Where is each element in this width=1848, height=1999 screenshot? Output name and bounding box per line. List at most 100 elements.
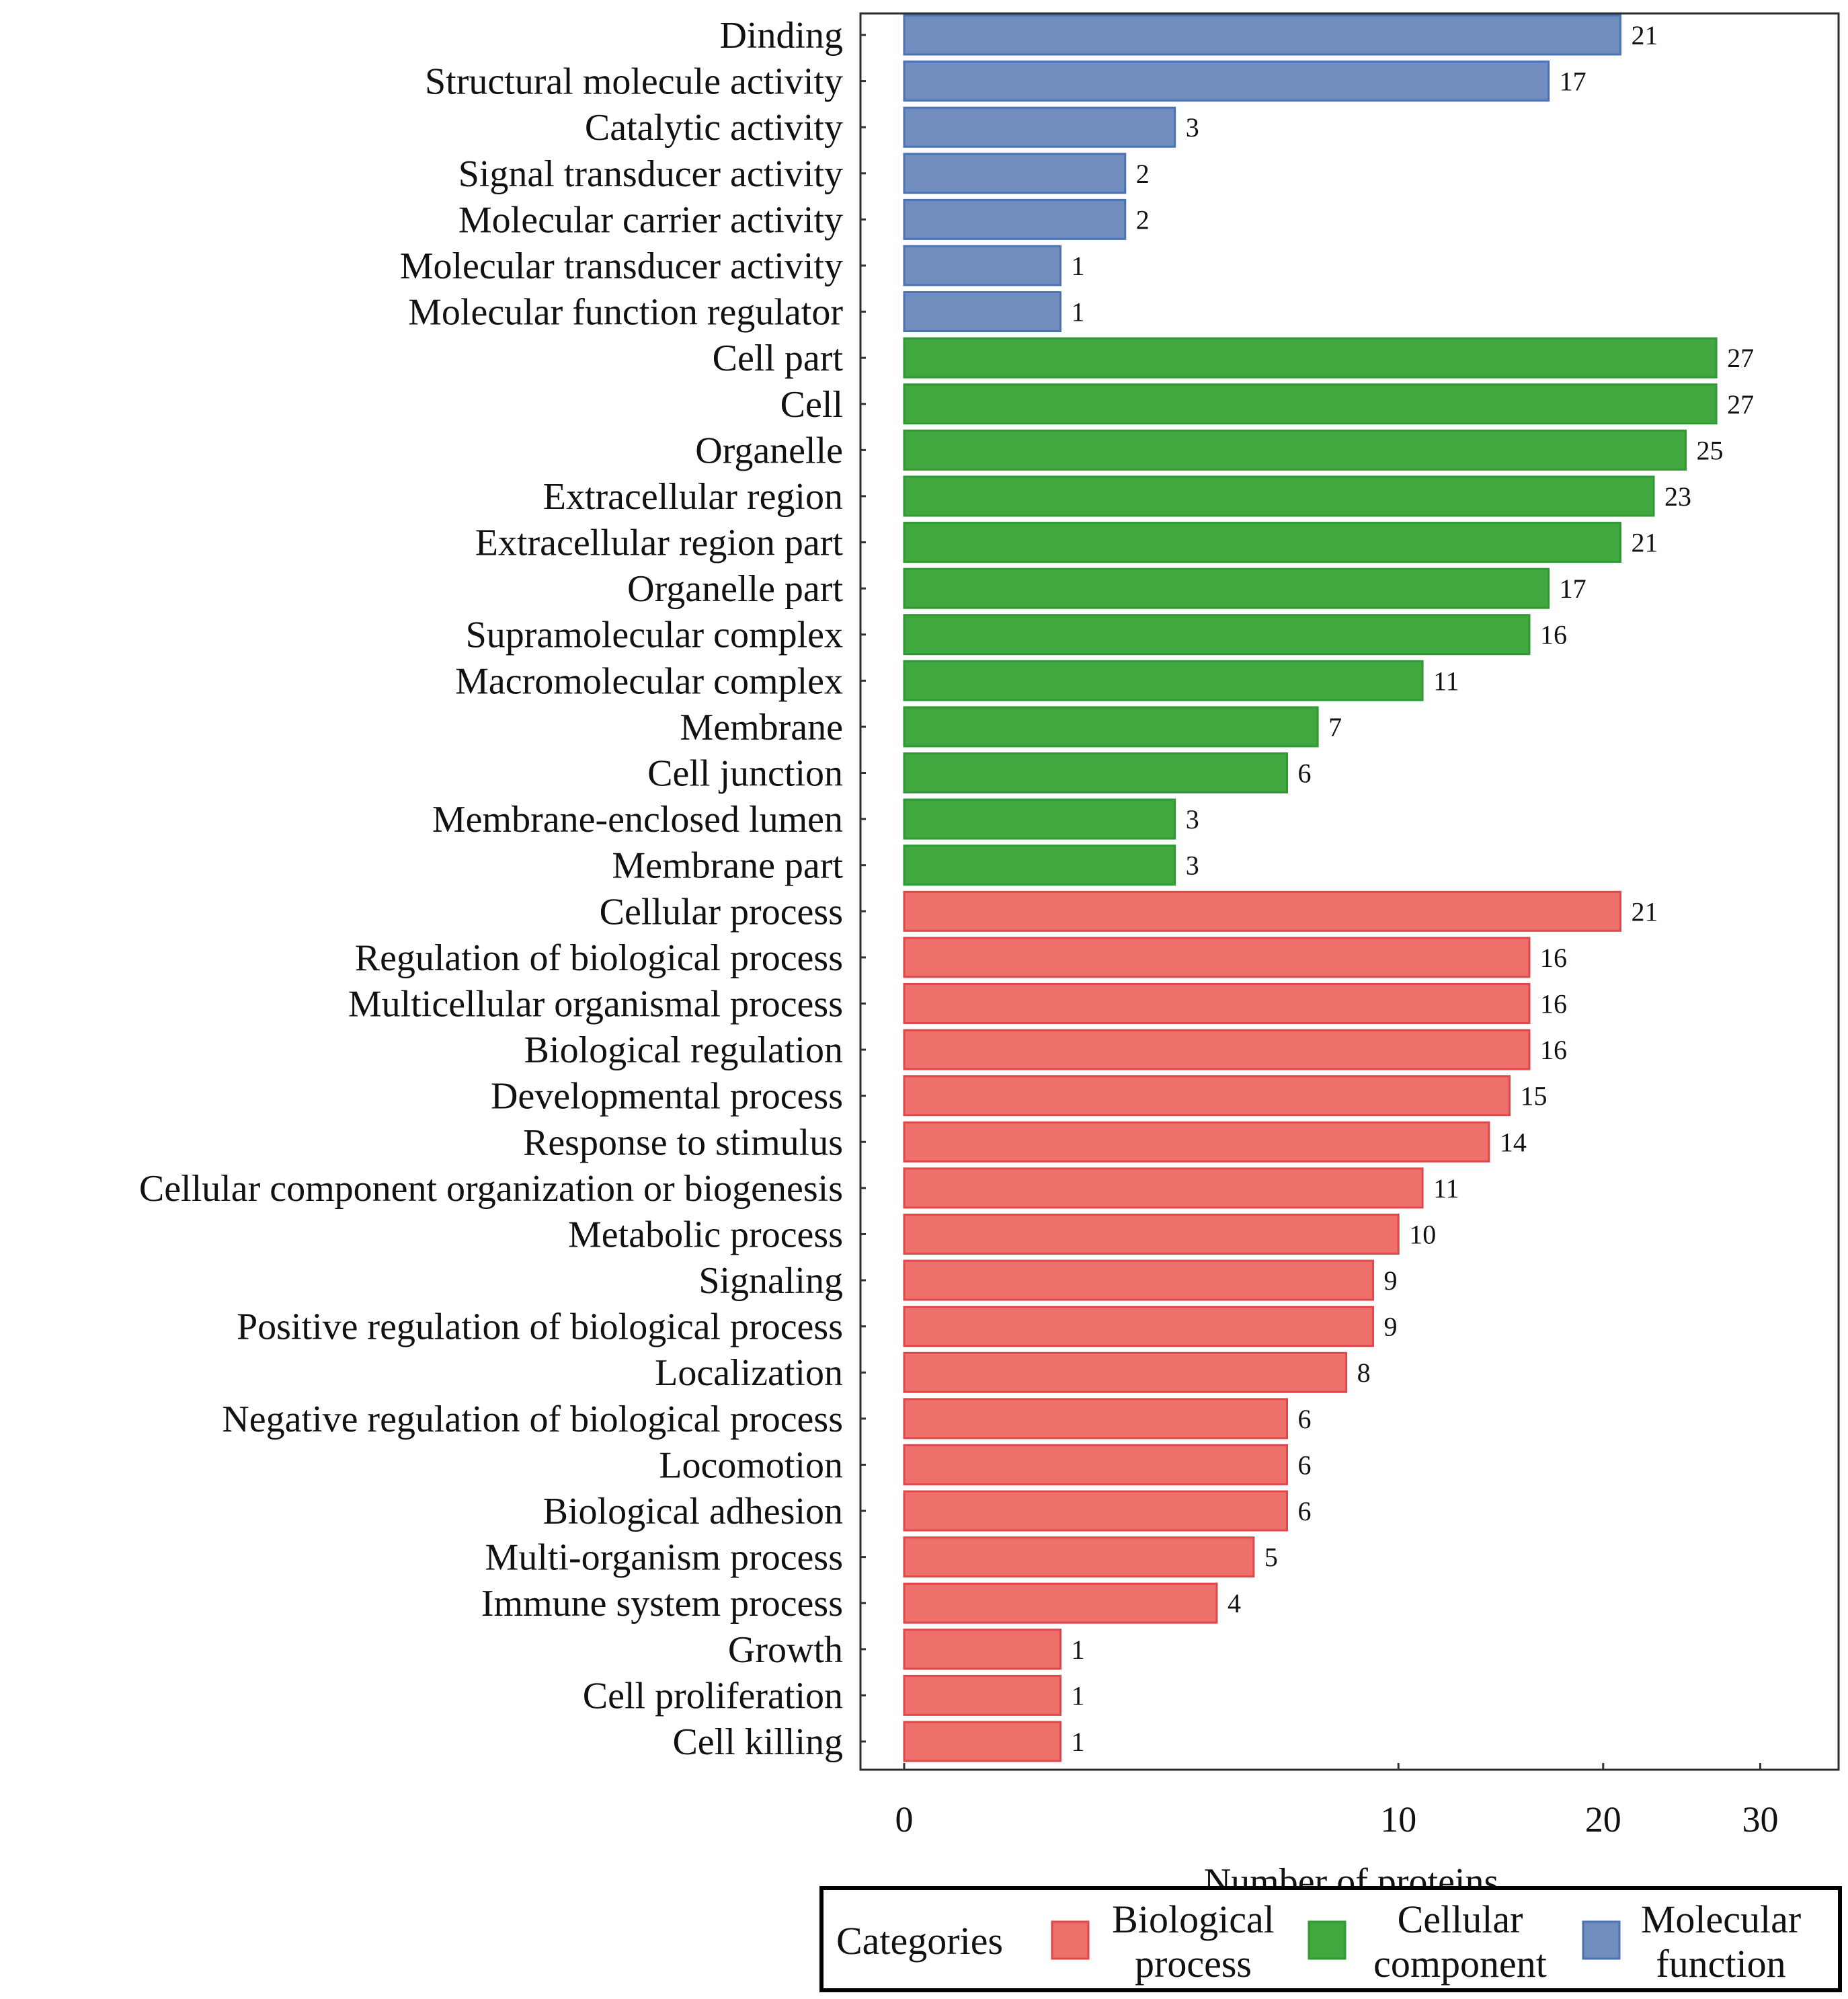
category-label: Structural molecule activity bbox=[425, 61, 843, 103]
bar-bp bbox=[903, 1536, 1255, 1578]
bar-bp bbox=[903, 1075, 1511, 1117]
value-label: 27 bbox=[1727, 343, 1754, 373]
value-label: 25 bbox=[1697, 435, 1724, 465]
legend-label-cc: component bbox=[1373, 1942, 1547, 1986]
bar-bp bbox=[903, 937, 1531, 978]
category-label: Organelle bbox=[695, 430, 843, 471]
category-label: Developmental process bbox=[491, 1076, 843, 1118]
x-tick-label: 20 bbox=[1585, 1799, 1621, 1840]
value-label: 7 bbox=[1328, 712, 1342, 742]
bars-group bbox=[903, 14, 1718, 1762]
category-label: Supramolecular complex bbox=[466, 615, 843, 656]
legend-swatch-cc bbox=[1308, 1920, 1347, 1960]
bar-cc bbox=[903, 429, 1687, 471]
bar-cc bbox=[903, 706, 1319, 748]
legend-swatch-bp bbox=[1051, 1920, 1090, 1960]
value-label: 5 bbox=[1264, 1542, 1278, 1573]
category-label: Localization bbox=[655, 1352, 843, 1394]
legend-swatch-mf bbox=[1582, 1920, 1621, 1960]
bar-bp bbox=[903, 1351, 1348, 1393]
bar-bp bbox=[903, 1306, 1374, 1347]
category-label: Signaling bbox=[698, 1260, 843, 1302]
bar-bp bbox=[903, 1167, 1424, 1209]
legend-label-mf: Molecular bbox=[1641, 1897, 1801, 1941]
legend-label-mf: function bbox=[1656, 1942, 1785, 1986]
category-label: Membrane part bbox=[612, 845, 843, 887]
bar-bp bbox=[903, 1213, 1400, 1255]
bar-cc bbox=[903, 337, 1718, 379]
bar-cc bbox=[903, 567, 1550, 609]
bar-bp bbox=[903, 1029, 1531, 1070]
value-label: 16 bbox=[1540, 988, 1567, 1019]
category-label: Membrane-enclosed lumen bbox=[432, 799, 843, 840]
value-label: 11 bbox=[1433, 1173, 1459, 1204]
category-label: Response to stimulus bbox=[523, 1122, 843, 1163]
value-label: 11 bbox=[1433, 666, 1459, 696]
bar-mf bbox=[903, 291, 1061, 333]
category-label: Signal transducer activity bbox=[458, 153, 843, 195]
x-axis: 0 10 20 30 bbox=[895, 1763, 1778, 1840]
bar-mf bbox=[903, 245, 1061, 286]
bar-bp bbox=[903, 982, 1531, 1024]
category-label: Cell killing bbox=[672, 1721, 843, 1763]
value-label: 1 bbox=[1072, 297, 1085, 327]
legend-label-bp: process bbox=[1135, 1942, 1252, 1986]
value-labels: 2117322112727252321171611763321161616151… bbox=[1072, 20, 1755, 1757]
value-label: 21 bbox=[1631, 20, 1658, 50]
bar-bp bbox=[903, 1259, 1374, 1301]
bar-bp bbox=[903, 1582, 1218, 1624]
value-label: 8 bbox=[1357, 1358, 1371, 1388]
value-label: 2 bbox=[1136, 204, 1150, 235]
value-label: 1 bbox=[1072, 1727, 1085, 1757]
value-label: 1 bbox=[1072, 1635, 1085, 1665]
bar-cc bbox=[903, 660, 1424, 701]
bar-mf bbox=[903, 198, 1127, 240]
bar-bp bbox=[903, 1721, 1061, 1762]
category-label: Cellular component organization or bioge… bbox=[139, 1168, 843, 1210]
category-label: Biological adhesion bbox=[543, 1491, 843, 1532]
value-label: 1 bbox=[1072, 1680, 1085, 1711]
category-label: Cell proliferation bbox=[583, 1675, 843, 1717]
bar-cc bbox=[903, 752, 1289, 794]
value-label: 6 bbox=[1298, 1450, 1312, 1480]
bar-cc bbox=[903, 522, 1621, 563]
bar-mf bbox=[903, 14, 1621, 56]
category-label: Molecular carrier activity bbox=[458, 199, 843, 241]
value-label: 17 bbox=[1560, 574, 1586, 604]
bar-bp bbox=[903, 1490, 1289, 1532]
value-label: 9 bbox=[1384, 1265, 1398, 1296]
legend-title: Categories bbox=[836, 1919, 1003, 1963]
value-label: 3 bbox=[1186, 112, 1199, 143]
x-tick-label: 30 bbox=[1742, 1799, 1778, 1840]
bar-cc bbox=[903, 614, 1531, 656]
bar-bp bbox=[903, 1121, 1490, 1163]
category-label: Organelle part bbox=[627, 568, 843, 610]
value-label: 17 bbox=[1560, 67, 1586, 97]
bar-bp bbox=[903, 1629, 1061, 1670]
category-label: Molecular function regulator bbox=[408, 292, 843, 334]
category-label: Regulation of biological process bbox=[355, 937, 843, 979]
category-label: Extracellular region part bbox=[475, 522, 844, 564]
bar-mf bbox=[903, 106, 1176, 148]
bar-mf bbox=[903, 61, 1550, 102]
value-label: 27 bbox=[1727, 389, 1754, 420]
category-label: Locomotion bbox=[659, 1444, 843, 1486]
bar-cc bbox=[903, 845, 1176, 886]
bar-bp bbox=[903, 890, 1621, 932]
legend-label-cc: Cellular bbox=[1398, 1897, 1523, 1941]
value-label: 2 bbox=[1136, 159, 1150, 189]
x-tick-label: 0 bbox=[895, 1799, 914, 1840]
value-label: 16 bbox=[1540, 620, 1567, 650]
category-label: Extracellular region bbox=[543, 476, 843, 518]
category-label: Multicellular organismal process bbox=[348, 983, 843, 1025]
category-label: Multi-organism process bbox=[485, 1537, 843, 1579]
category-label: Dinding bbox=[719, 15, 843, 56]
category-label: Macromolecular complex bbox=[455, 660, 843, 702]
bar-bp bbox=[903, 1674, 1061, 1716]
bar-cc bbox=[903, 798, 1176, 840]
category-label: Molecular transducer activity bbox=[400, 245, 843, 287]
value-label: 21 bbox=[1631, 896, 1658, 927]
value-label: 4 bbox=[1228, 1588, 1241, 1618]
value-label: 9 bbox=[1384, 1312, 1398, 1342]
